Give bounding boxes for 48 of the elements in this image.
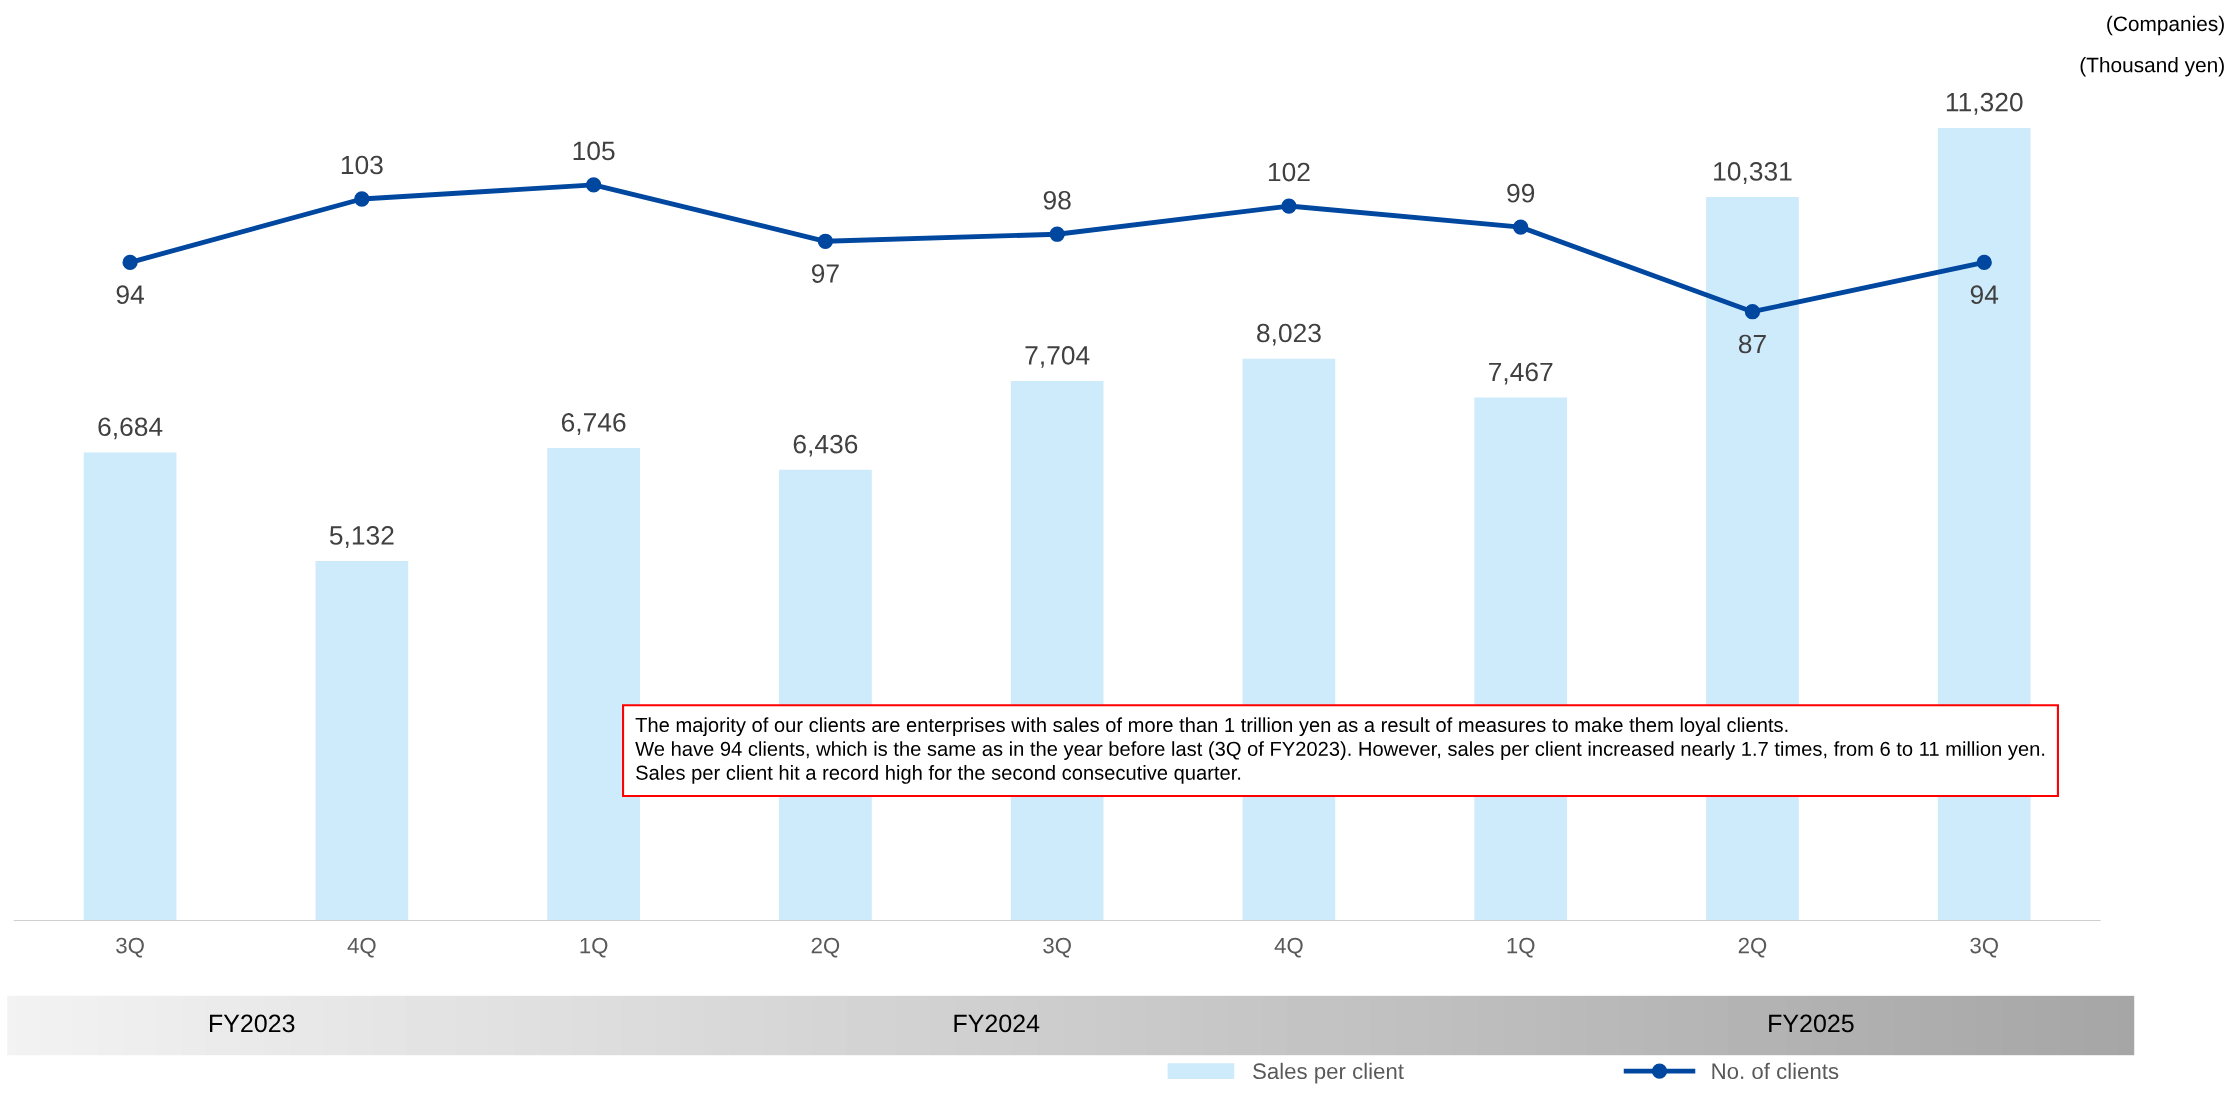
data-label: 7,467 xyxy=(1489,362,1553,385)
data-label: 97 xyxy=(811,264,839,283)
x-tick-label: 2Q xyxy=(1738,937,1767,958)
x-tick-label: 1Q xyxy=(1507,937,1535,958)
point xyxy=(122,254,138,271)
bar xyxy=(83,452,177,921)
x-tick-label: 3Q xyxy=(1043,937,1071,958)
point xyxy=(1744,304,1761,320)
data-label: 11,320 xyxy=(1946,92,2023,115)
legend-label: No. of clients xyxy=(1712,1062,1839,1080)
point xyxy=(585,177,602,193)
data-label: 10,331 xyxy=(1714,162,1792,184)
data-label: 6,684 xyxy=(98,417,163,440)
data-label: 6,746 xyxy=(561,413,626,435)
legend-label: Sales per client xyxy=(1253,1062,1404,1084)
text: FY2023 xyxy=(210,1014,295,1033)
data-label: 94 xyxy=(1970,285,1999,305)
data-label: 87 xyxy=(1738,334,1766,354)
text: FY2024 xyxy=(954,1014,1040,1033)
data-label: 98 xyxy=(1043,190,1071,210)
point xyxy=(1281,198,1297,214)
data-label: 99 xyxy=(1507,183,1535,203)
point xyxy=(354,191,370,207)
y2-axis-title: (Companies) xyxy=(2107,15,2224,36)
annotation: Sales per client hit a record high for the second consecutive quarter. xyxy=(636,765,1241,784)
point xyxy=(1976,254,1992,271)
point xyxy=(817,233,834,249)
data-label: 103 xyxy=(341,155,383,175)
point xyxy=(1049,226,1065,242)
data-label: 8,023 xyxy=(1257,323,1321,346)
x-tick-label: 2Q xyxy=(811,937,840,958)
text: FY2025 xyxy=(1769,1014,1854,1033)
annotation: The majority of our clients are enterprises with sales of more than 1 trillion yen as a result of measures to make them loyal clients. xyxy=(635,717,1788,737)
x-tick-label: 3Q xyxy=(116,937,144,958)
data-label: 102 xyxy=(1268,162,1310,182)
point xyxy=(1513,219,1529,235)
data-label: 105 xyxy=(573,141,615,161)
annotation: We have 94 clients, which is the same as in the year before last (3Q of FY2023). However, sales per client increased nearly 1.7 times, from 6 to 11 million yen. xyxy=(635,741,2045,760)
y-axis-title: (Thousand yen) xyxy=(2080,57,2224,77)
x-tick-label: 4Q xyxy=(1274,937,1303,958)
data-label: 6,436 xyxy=(793,434,858,457)
x-tick-label: 3Q xyxy=(1970,937,1998,958)
data-label: 5,132 xyxy=(329,526,394,548)
x-tick-label: 1Q xyxy=(580,937,608,958)
x-tick-label: 4Q xyxy=(347,937,376,958)
data-label: 7,704 xyxy=(1025,346,1090,368)
data-label: 94 xyxy=(116,285,144,305)
bar xyxy=(315,561,409,921)
